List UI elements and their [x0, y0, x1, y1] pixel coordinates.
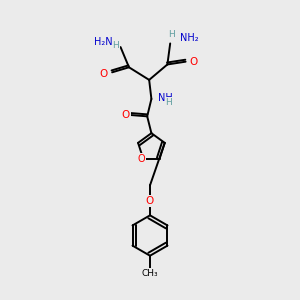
- Text: NH₂: NH₂: [180, 33, 199, 43]
- Text: NH: NH: [158, 93, 172, 103]
- Text: O: O: [122, 110, 130, 120]
- Text: H: H: [168, 30, 175, 39]
- Text: CH₃: CH₃: [142, 269, 158, 278]
- Text: H: H: [112, 41, 119, 50]
- Text: O: O: [137, 154, 145, 164]
- Text: O: O: [100, 69, 108, 79]
- Text: H: H: [165, 98, 172, 107]
- Text: O: O: [146, 196, 154, 206]
- Text: O: O: [190, 57, 198, 67]
- Text: H₂N: H₂N: [94, 37, 112, 47]
